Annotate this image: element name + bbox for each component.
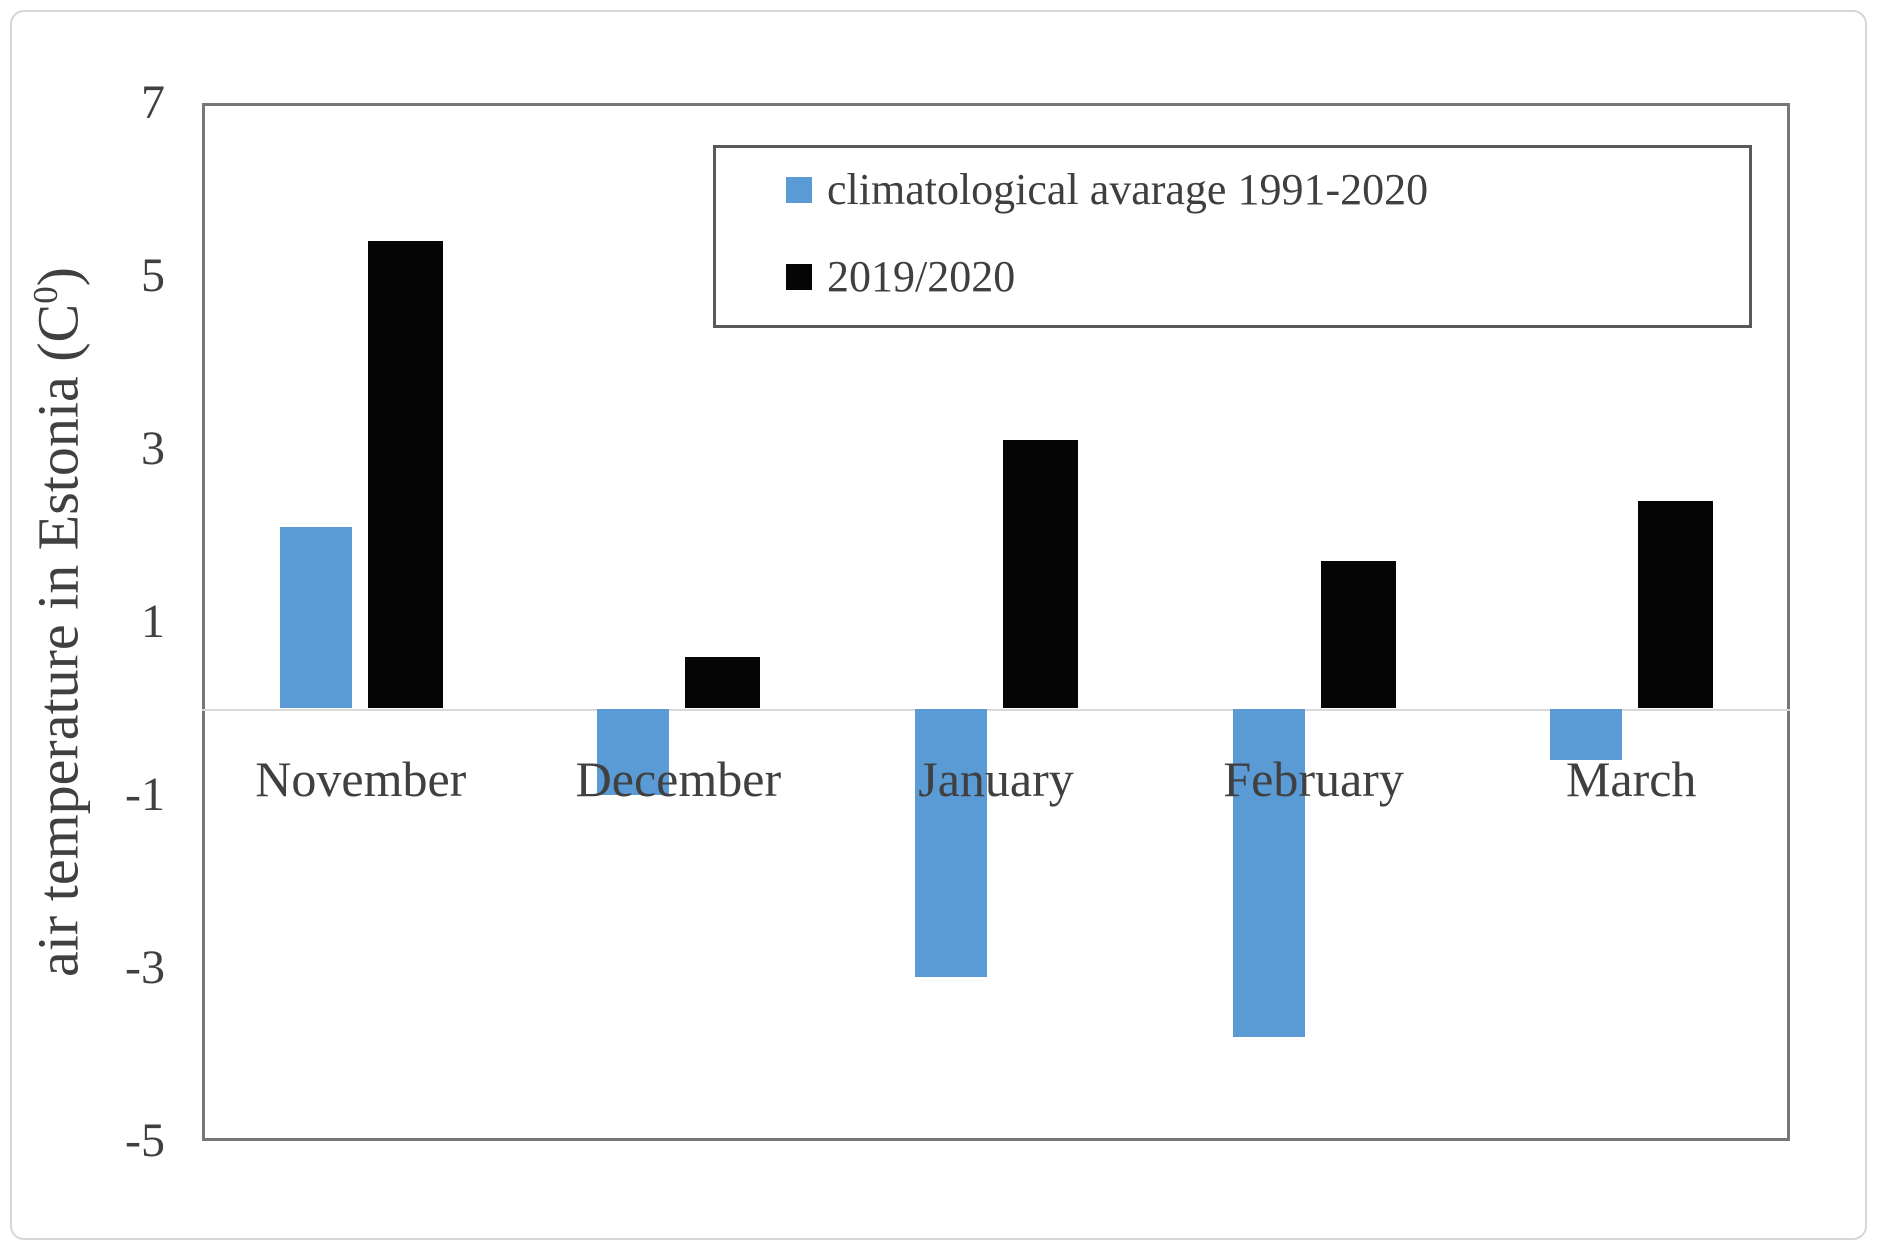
bar-avg-november — [279, 526, 352, 709]
bar-season-february — [1320, 561, 1396, 709]
y-tick-3: 3 — [141, 422, 165, 475]
bar-season-november — [367, 241, 443, 709]
legend-item-2019-2020: 2019/2020 — [786, 251, 1749, 303]
x-label-december: December — [575, 751, 782, 807]
legend-label: climatological avarage 1991-2020 — [827, 165, 1429, 214]
bar-season-march — [1638, 500, 1714, 709]
y-tick-5: 5 — [141, 249, 165, 302]
x-label-november: November — [255, 751, 467, 807]
bar-avg-january — [915, 708, 987, 977]
bar-avg-december — [597, 708, 670, 795]
y-tick-7: 7 — [141, 76, 165, 129]
x-label-february: February — [1223, 751, 1404, 807]
legend-swatch-blue — [786, 177, 812, 203]
y-tick--5: -5 — [125, 1114, 165, 1167]
x-label-january: January — [918, 751, 1074, 807]
legend-swatch-black — [786, 264, 812, 290]
bar-avg-february — [1232, 708, 1305, 1038]
bar-season-december — [685, 656, 761, 709]
legend: climatological avarage 1991-2020 2019/20… — [713, 145, 1752, 328]
y-tick--1: -1 — [125, 768, 165, 821]
y-tick-1: 1 — [141, 595, 165, 648]
plot-area-frame — [202, 103, 1790, 1141]
bar-season-january — [1003, 440, 1078, 709]
legend-label: 2019/2020 — [827, 252, 1016, 301]
zero-baseline — [202, 709, 1790, 711]
x-label-march: March — [1565, 751, 1697, 807]
bar-avg-march — [1550, 708, 1623, 761]
legend-item-climatological-average: climatological avarage 1991-2020 — [786, 164, 1749, 216]
y-tick--3: -3 — [125, 941, 165, 994]
